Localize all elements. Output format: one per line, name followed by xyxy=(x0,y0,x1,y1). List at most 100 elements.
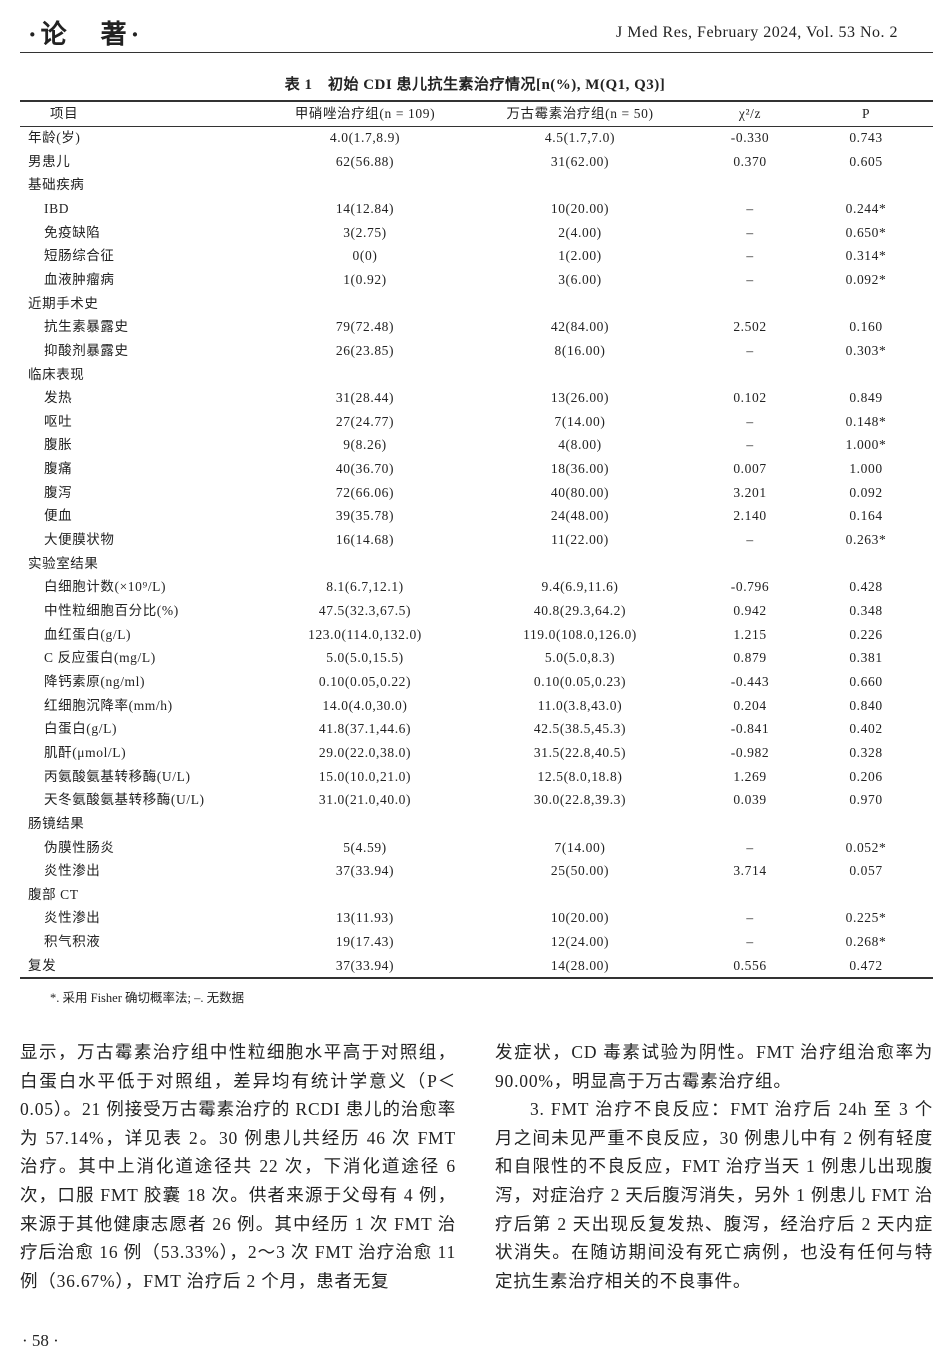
data-row: IBD 14(12.84) 10(20.00) – 0.244* xyxy=(0,197,950,221)
table-cell: – xyxy=(746,839,754,855)
table-cell: 0.226 xyxy=(849,626,883,642)
row-label: 便血 xyxy=(44,508,73,524)
table-cell: 7(14.00) xyxy=(554,413,606,429)
header-rule xyxy=(20,52,933,53)
row-label: 复发 xyxy=(28,957,57,973)
table-cell: 0.849 xyxy=(849,390,883,406)
table-cell: 1.000 xyxy=(849,461,883,477)
table-top-rule xyxy=(20,100,933,102)
table-cell: 0.148* xyxy=(845,413,887,429)
row-label: 男患儿 xyxy=(28,153,71,169)
row-label: 血液肿瘤病 xyxy=(44,271,115,287)
table-cell: 0.314* xyxy=(845,248,887,264)
table-cell: -0.841 xyxy=(730,721,770,737)
data-row: 复发 37(33.94) 14(28.00) 0.556 0.472 xyxy=(0,954,950,978)
row-label: 实验室结果 xyxy=(28,555,99,571)
table-cell: 15.0(10.0,21.0) xyxy=(318,768,412,784)
section-row: 近期手术史 xyxy=(0,292,950,316)
row-label: 呕吐 xyxy=(44,413,73,429)
column-header: 项目 xyxy=(50,106,79,121)
table-cell: 8(16.00) xyxy=(554,342,606,358)
row-label: 天冬氨酸氨基转移酶(U/L) xyxy=(44,792,205,808)
row-label: 发热 xyxy=(44,390,73,406)
data-row: 中性粒细胞百分比(%) 47.5(32.3,67.5) 40.8(29.3,64.2… xyxy=(0,599,950,623)
table-cell: 0.10(0.05,0.23) xyxy=(533,673,627,689)
table-cell: 0.840 xyxy=(849,697,883,713)
table-cell: 0.556 xyxy=(733,957,767,973)
row-label: 腹部 CT xyxy=(28,886,79,902)
data-row: 腹痛 40(36.70) 18(36.00) 0.007 1.000 xyxy=(0,457,950,481)
table-cell: 16(14.68) xyxy=(335,532,395,548)
data-row: C 反应蛋白(mg/L) 5.0(5.0,15.5) 5.0(5.0,8.3) 0.8… xyxy=(0,646,950,670)
table-cell: 40(36.70) xyxy=(335,461,395,477)
table-cell: 2.140 xyxy=(733,508,767,524)
data-row: 炎性渗出 13(11.93) 10(20.00) – 0.225* xyxy=(0,906,950,930)
table-cell: 40(80.00) xyxy=(550,484,610,500)
row-label: 炎性渗出 xyxy=(44,910,101,926)
paragraph: 3. FMT 治疗不良反应：FMT 治疗后 24h 至 3 个月之间未见严重不良… xyxy=(495,1099,933,1291)
table-cell: 42(84.00) xyxy=(550,319,610,335)
row-label: 降钙素原(ng/ml) xyxy=(44,673,146,689)
table-cell: 11.0(3.8,43.0) xyxy=(537,697,623,713)
table-cell: 0.303* xyxy=(845,342,887,358)
table-cell: – xyxy=(746,271,754,287)
table-footnote: *. 采用 Fisher 确切概率法; –. 无数据 xyxy=(50,991,245,1005)
row-label: 腹痛 xyxy=(44,461,73,477)
table-cell: 0.263* xyxy=(845,532,887,548)
table-cell: 0.164 xyxy=(849,508,883,524)
table-cell: 4.5(1.7,7.0) xyxy=(544,130,616,145)
row-label: 临床表现 xyxy=(28,366,85,382)
table-cell: 9.4(6.9,11.6) xyxy=(541,579,619,595)
paragraph: 发症状，CD 毒素试验为阴性。FMT 治疗组治愈率为 90.00%，明显高于万古… xyxy=(495,1042,933,1091)
data-row: 积气积液 19(17.43) 12(24.00) – 0.268* xyxy=(0,930,950,954)
table-cell: 3(6.00) xyxy=(558,271,602,287)
data-row: 大便膜状物 16(14.68) 11(22.00) – 0.263* xyxy=(0,528,950,552)
table-cell: 1(0.92) xyxy=(343,271,387,287)
table-cell: 31(62.00) xyxy=(550,153,610,169)
column-header: χ²/z xyxy=(738,106,762,121)
table-cell: 4.0(1.7,8.9) xyxy=(329,130,401,145)
table-cell: – xyxy=(746,248,754,264)
table-cell: 0.10(0.05,0.22) xyxy=(318,673,412,689)
table-cell: 0.605 xyxy=(849,153,883,169)
table-cell: 119.0(108.0,126.0) xyxy=(523,626,637,642)
table-cell: 0.225* xyxy=(845,910,887,926)
table-cell: -0.982 xyxy=(730,744,770,760)
data-row: 丙氨酸氨基转移酶(U/L) 15.0(10.0,21.0) 12.5(8.0,18.… xyxy=(0,765,950,789)
page-number: · 58 · xyxy=(22,1331,59,1350)
table-cell: 10(20.00) xyxy=(550,200,610,216)
section-row: 肠镜结果 xyxy=(0,812,950,836)
table-cell: 0.092 xyxy=(849,484,883,500)
table-cell: 41.8(37.1,44.6) xyxy=(318,721,412,737)
column-header: P xyxy=(861,106,871,121)
data-row: 降钙素原(ng/ml) 0.10(0.05,0.22) 0.10(0.05,0.23… xyxy=(0,670,950,694)
table-cell: 0.039 xyxy=(733,792,767,808)
row-label: 腹泻 xyxy=(44,484,73,500)
table-cell: 4(8.00) xyxy=(558,437,602,453)
table-cell: 0.057 xyxy=(849,863,883,879)
table-cell: 27(24.77) xyxy=(335,413,395,429)
data-row: 发热 31(28.44) 13(26.00) 0.102 0.849 xyxy=(0,386,950,410)
table-cell: 30.0(22.8,39.3) xyxy=(533,792,627,808)
table-cell: 12.5(8.0,18.8) xyxy=(537,768,623,784)
table-cell: 0.402 xyxy=(849,721,883,737)
table-cell: 123.0(114.0,132.0) xyxy=(308,626,422,642)
table-cell: -0.796 xyxy=(730,579,770,595)
table-cell: 0.381 xyxy=(849,650,883,666)
section-row: 临床表现 xyxy=(0,363,950,387)
data-row: 免疫缺陷 3(2.75) 2(4.00) – 0.650* xyxy=(0,221,950,245)
table-cell: 0.092* xyxy=(845,271,887,287)
row-label: 丙氨酸氨基转移酶(U/L) xyxy=(44,768,191,784)
table-cell: 0.879 xyxy=(733,650,767,666)
table-cell: 0.102 xyxy=(733,390,767,406)
row-label: 短肠综合征 xyxy=(44,248,115,264)
table-cell: 42.5(38.5,45.3) xyxy=(533,721,627,737)
table-cell: -0.330 xyxy=(730,130,770,145)
table-header-rule xyxy=(20,126,933,127)
row-label: 年龄(岁) xyxy=(28,130,81,145)
table-cell: 0.970 xyxy=(849,792,883,808)
table-cell: 2.502 xyxy=(733,319,767,335)
section-row: 基础疾病 xyxy=(0,173,950,197)
table-cell: 3(2.75) xyxy=(343,224,387,240)
